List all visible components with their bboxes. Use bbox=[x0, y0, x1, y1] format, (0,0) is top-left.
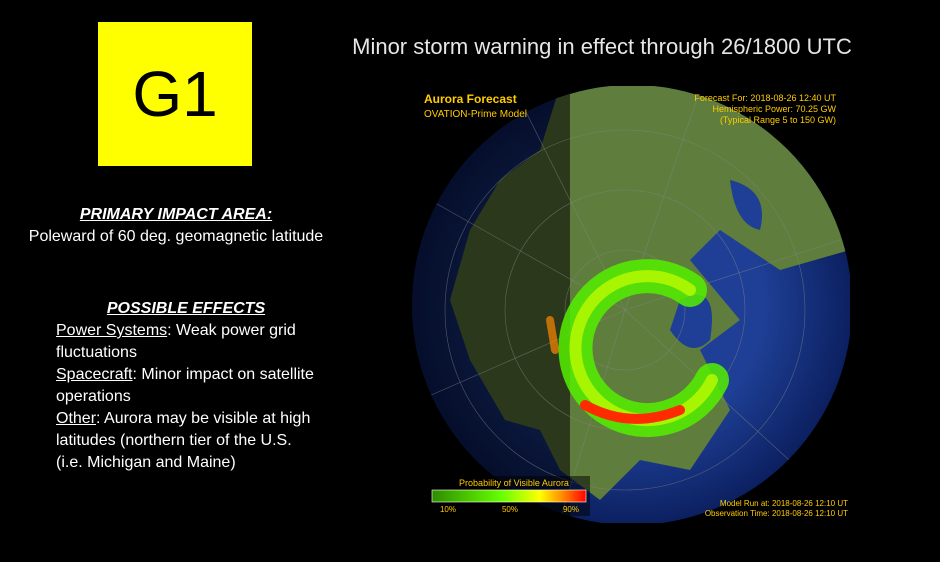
legend-tick: 50% bbox=[502, 505, 518, 514]
impact-heading: PRIMARY IMPACT AREA: bbox=[79, 206, 273, 223]
effect-item: Power Systems: Weak power grid fluctuati… bbox=[56, 320, 318, 364]
hemispheric-power: Hemispheric Power: 70.25 GW bbox=[712, 104, 836, 114]
legend-title: Probability of Visible Aurora bbox=[459, 478, 569, 488]
observation-time: Observation Time: 2018-08-26 12:10 UT bbox=[705, 509, 848, 518]
effect-item: Spacecraft: Minor impact on satellite op… bbox=[56, 364, 318, 408]
scale-badge: G1 bbox=[98, 22, 252, 166]
effects-list: Power Systems: Weak power grid fluctuati… bbox=[56, 320, 318, 474]
impact-section: PRIMARY IMPACT AREA: Poleward of 60 deg.… bbox=[0, 204, 352, 248]
effect-label: Power Systems bbox=[56, 322, 168, 339]
effect-item: Other: Aurora may be visible at high lat… bbox=[56, 408, 318, 474]
forecast-time: Forecast For: 2018-08-26 12:40 UT bbox=[694, 93, 836, 103]
impact-text: Poleward of 60 deg. geomagnetic latitude bbox=[28, 228, 324, 245]
map-title: Aurora Forecast bbox=[424, 92, 517, 106]
legend-tick: 90% bbox=[563, 505, 579, 514]
power-range: (Typical Range 5 to 150 GW) bbox=[720, 115, 836, 125]
slide-title: Minor storm warning in effect through 26… bbox=[352, 34, 852, 59]
model-run: Model Run at: 2018-08-26 12:10 UT bbox=[720, 499, 848, 508]
colorbar bbox=[431, 489, 587, 503]
effect-label: Spacecraft bbox=[56, 366, 133, 383]
effect-text: : Minor impact on satellite operations bbox=[56, 366, 314, 405]
effect-label: Other bbox=[56, 410, 97, 427]
map-image: Aurora Forecast OVATION-Prime Model Fore… bbox=[412, 86, 850, 523]
map-model: OVATION-Prime Model bbox=[424, 109, 527, 120]
effect-text: : Aurora may be visible at high latitude… bbox=[56, 410, 311, 471]
legend-tick: 10% bbox=[440, 505, 456, 514]
effect-text: : Weak power grid fluctuations bbox=[56, 322, 296, 361]
effects-heading: POSSIBLE EFFECTS bbox=[106, 300, 266, 317]
